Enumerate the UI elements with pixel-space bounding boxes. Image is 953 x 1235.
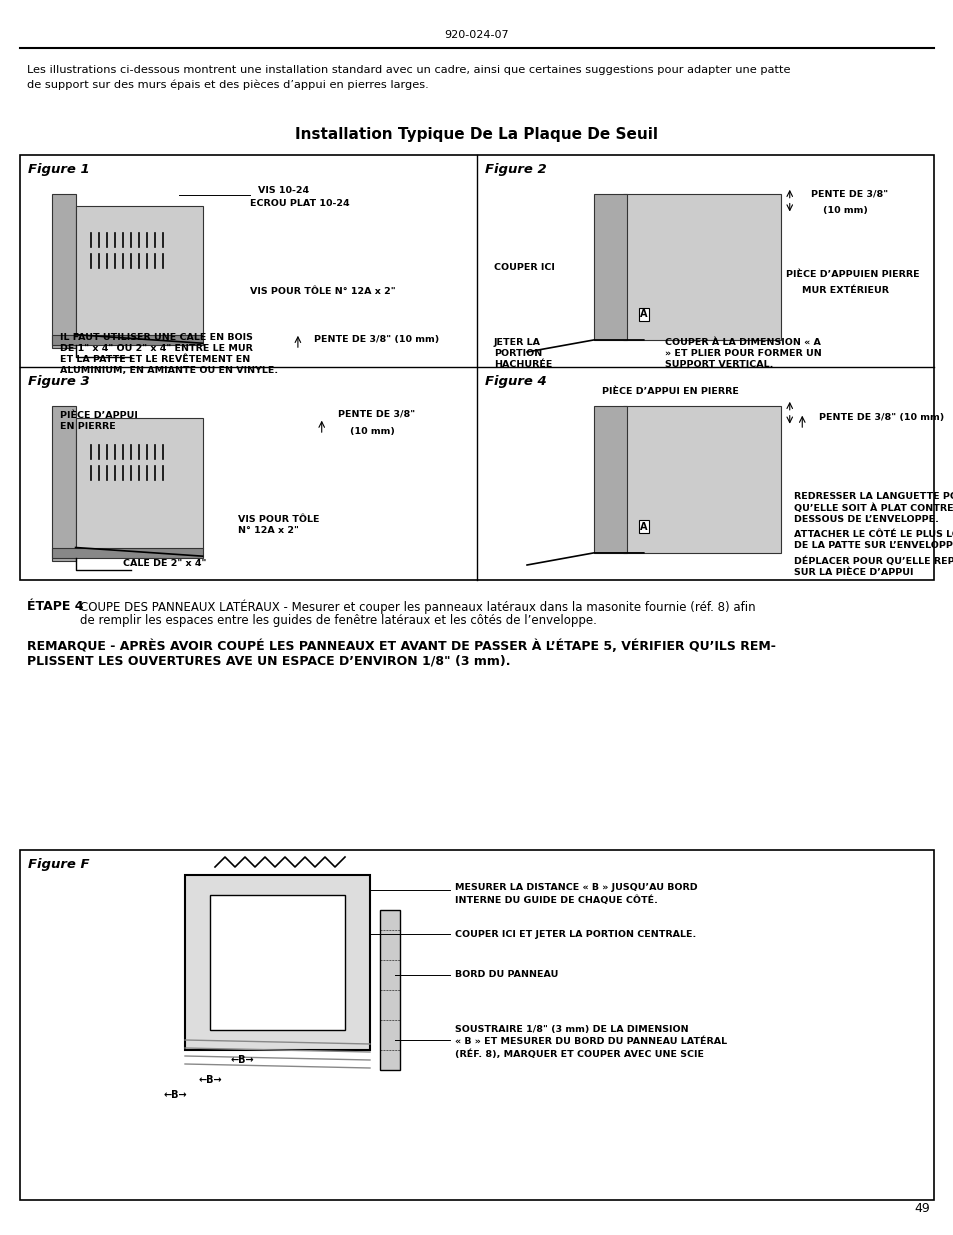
Text: INTERNE DU GUIDE DE CHAQUE CÔTÉ.: INTERNE DU GUIDE DE CHAQUE CÔTÉ. <box>455 895 658 904</box>
Text: MESURER LA DISTANCE « B » JUSQU’AU BORD: MESURER LA DISTANCE « B » JUSQU’AU BORD <box>455 883 697 892</box>
Text: BORD DU PANNEAU: BORD DU PANNEAU <box>455 969 558 979</box>
Text: IL FAUT UTILISER UNE CALE EN BOIS
DE 1" x 4" OU 2" x 4" ENTRE LE MUR
ET LA PATTE: IL FAUT UTILISER UNE CALE EN BOIS DE 1" … <box>60 333 277 375</box>
Text: VIS POUR TÔLE N° 12A x 2": VIS POUR TÔLE N° 12A x 2" <box>250 288 395 296</box>
Bar <box>622 406 781 553</box>
Text: MUR EXTÉRIEUR: MUR EXTÉRIEUR <box>801 285 888 295</box>
Text: COUPE DES PANNEAUX LATÉRAUX - Mesurer et couper les panneaux latéraux dans la ma: COUPE DES PANNEAUX LATÉRAUX - Mesurer et… <box>80 600 755 615</box>
Text: « B » ET MESURER DU BORD DU PANNEAU LATÉRAL: « B » ET MESURER DU BORD DU PANNEAU LATÉ… <box>455 1037 726 1046</box>
Text: Figure 4: Figure 4 <box>484 375 546 388</box>
Text: JETER LA
PORTION
HACHURÉE: JETER LA PORTION HACHURÉE <box>493 338 552 369</box>
Text: PENTE DE 3/8": PENTE DE 3/8" <box>337 410 415 419</box>
Text: ←B→: ←B→ <box>230 1055 253 1065</box>
Text: de remplir les espaces entre les guides de fenêtre latéraux et les côtés de l’en: de remplir les espaces entre les guides … <box>80 614 597 627</box>
Bar <box>75 417 202 550</box>
Text: VIS POUR TÔLE
N° 12A x 2": VIS POUR TÔLE N° 12A x 2" <box>238 515 319 535</box>
Text: PIÈCE D’APPUI EN PIERRE: PIÈCE D’APPUI EN PIERRE <box>601 388 739 396</box>
Text: Installation Typique De La Plaque De Seuil: Installation Typique De La Plaque De Seu… <box>295 127 658 142</box>
Text: COUPER ICI ET JETER LA PORTION CENTRALE.: COUPER ICI ET JETER LA PORTION CENTRALE. <box>455 930 696 939</box>
Text: ECROU PLAT 10-24: ECROU PLAT 10-24 <box>250 199 350 209</box>
Bar <box>593 194 626 340</box>
Text: REMARQUE - APRÈS AVOIR COUPÉ LES PANNEAUX ET AVANT DE PASSER À L’ÉTAPE 5, VÉRIFI: REMARQUE - APRÈS AVOIR COUPÉ LES PANNEAU… <box>27 640 775 653</box>
Bar <box>51 194 75 348</box>
Text: (10 mm): (10 mm) <box>822 206 867 215</box>
Polygon shape <box>379 910 399 1070</box>
Text: DÉPLACER POUR QU’ELLE REPOSE
SUR LA PIÈCE D’APPUI: DÉPLACER POUR QU’ELLE REPOSE SUR LA PIÈC… <box>793 556 953 577</box>
Text: PENTE DE 3/8" (10 mm): PENTE DE 3/8" (10 mm) <box>818 414 943 422</box>
Text: COUPER ICI: COUPER ICI <box>493 263 554 272</box>
Text: A: A <box>639 309 647 319</box>
Bar <box>20 850 933 1200</box>
Text: PENTE DE 3/8": PENTE DE 3/8" <box>810 189 887 199</box>
Bar <box>622 194 781 340</box>
Text: A: A <box>639 522 647 532</box>
Text: 920-024-07: 920-024-07 <box>444 30 509 40</box>
Text: (10 mm): (10 mm) <box>349 427 394 436</box>
Text: Figure F: Figure F <box>28 858 90 871</box>
Text: Les illustrations ci-dessous montrent une installation standard avec un cadre, a: Les illustrations ci-dessous montrent un… <box>27 65 790 75</box>
Text: Figure 2: Figure 2 <box>484 163 546 177</box>
Text: VIS 10-24: VIS 10-24 <box>258 185 309 195</box>
Text: PIÈCE D’APPUIEN PIERRE: PIÈCE D’APPUIEN PIERRE <box>784 270 919 279</box>
Text: ÉTAPE 4: ÉTAPE 4 <box>27 600 84 613</box>
Polygon shape <box>210 895 345 1030</box>
Polygon shape <box>185 876 370 1050</box>
Text: de support sur des murs épais et des pièces d’appui en pierres larges.: de support sur des murs épais et des piè… <box>27 79 428 89</box>
Text: CALE DE 2" x 4": CALE DE 2" x 4" <box>123 558 207 568</box>
Text: PLISSENT LES OUVERTURES AVE UN ESPACE D’ENVIRON 1/8" (3 mm).: PLISSENT LES OUVERTURES AVE UN ESPACE D’… <box>27 655 510 667</box>
Text: ←B→: ←B→ <box>198 1074 222 1086</box>
Text: 49: 49 <box>913 1202 929 1215</box>
Text: REDRESSER LA LANGUETTE POUR
QU’ELLE SOIT À PLAT CONTRE LE
DESSOUS DE L’ENVELOPPE: REDRESSER LA LANGUETTE POUR QU’ELLE SOIT… <box>793 493 953 524</box>
Text: PIÈCE D’APPUI
EN PIERRE: PIÈCE D’APPUI EN PIERRE <box>60 411 137 431</box>
Text: Figure 1: Figure 1 <box>28 163 90 177</box>
Bar <box>593 406 626 553</box>
Bar <box>51 335 202 345</box>
Text: SOUSTRAIRE 1/8" (3 mm) DE LA DIMENSION: SOUSTRAIRE 1/8" (3 mm) DE LA DIMENSION <box>455 1025 688 1034</box>
Text: COUPER À LA DIMENSION « A
» ET PLIER POUR FORMER UN
SUPPORT VERTICAL.: COUPER À LA DIMENSION « A » ET PLIER POU… <box>664 338 821 369</box>
Bar <box>20 156 933 580</box>
Text: ATTACHER LE CÔTÉ LE PLUS LONG
DE LA PATTE SUR L’ENVELOPPE: ATTACHER LE CÔTÉ LE PLUS LONG DE LA PATT… <box>793 530 953 551</box>
Bar <box>51 405 75 562</box>
Bar <box>51 547 202 558</box>
Text: PENTE DE 3/8" (10 mm): PENTE DE 3/8" (10 mm) <box>314 335 438 345</box>
Text: (RÉF. 8), MARQUER ET COUPER AVEC UNE SCIE: (RÉF. 8), MARQUER ET COUPER AVEC UNE SCI… <box>455 1049 703 1058</box>
Text: ←B→: ←B→ <box>163 1091 187 1100</box>
Text: Figure 3: Figure 3 <box>28 375 90 388</box>
Bar <box>75 206 202 336</box>
